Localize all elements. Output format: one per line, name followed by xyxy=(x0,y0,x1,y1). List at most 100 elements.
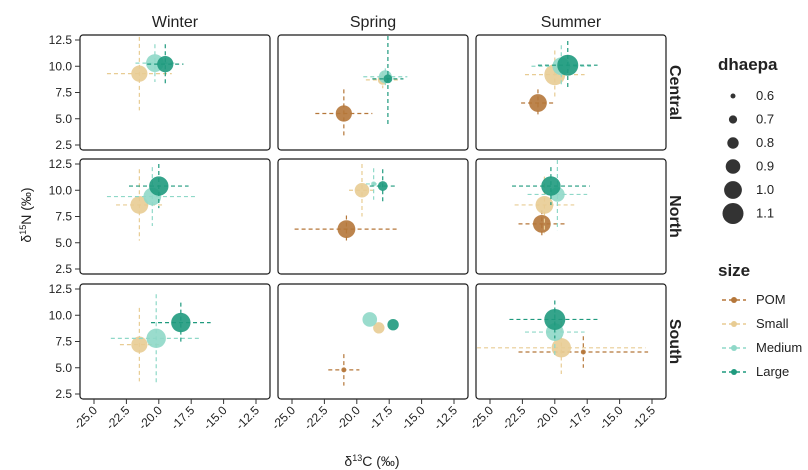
panel-north-summer xyxy=(475,158,667,275)
x-axis-label: δ13C (‰) xyxy=(344,453,399,469)
size-legend-symbol xyxy=(727,137,739,149)
data-point-central-summer-large xyxy=(557,54,579,76)
x-tick-label: -15.0 xyxy=(596,403,625,432)
y-tick-label: 2.5 xyxy=(55,262,72,276)
x-tick-label: -12.5 xyxy=(431,403,460,432)
x-tick-label: -17.5 xyxy=(168,403,197,432)
y-tick-label: 7.5 xyxy=(55,210,72,224)
y-tick-label: 12.5 xyxy=(49,282,73,296)
y-tick-label: 12.5 xyxy=(49,33,73,47)
y-tick-label: 10.0 xyxy=(49,183,73,197)
panel-north-spring xyxy=(277,158,469,275)
panel-south-spring xyxy=(277,283,469,400)
data-point-north-winter-small xyxy=(130,196,149,214)
panel-central-winter xyxy=(79,34,271,151)
data-point-north-spring-pom xyxy=(337,220,356,239)
data-point-north-spring-medium xyxy=(371,181,377,187)
data-point-north-summer-pom xyxy=(532,214,551,233)
data-point-south-summer-pom xyxy=(580,349,586,355)
x-tick-label: -20.0 xyxy=(136,403,165,432)
legend-area: dhaepa 0.6 0.7 0.8 0.9 1.0 1.1 size POM Small Medi… xyxy=(718,55,802,379)
group-legend-label-medium: Medium xyxy=(756,340,802,355)
group-legend-dot-large xyxy=(731,369,737,375)
size-legend-symbol xyxy=(722,203,744,224)
panel-south-summer xyxy=(475,283,667,400)
data-point-south-summer-small xyxy=(551,338,571,358)
x-tick-label: -25.0 xyxy=(71,403,100,432)
data-point-south-winter-large xyxy=(171,312,191,333)
panel-grid: Winter Spring Summer Central North South xyxy=(79,14,683,400)
data-point-south-summer-large xyxy=(544,308,566,330)
facet-row-title-south: South xyxy=(666,319,683,364)
y-tick-label: 7.5 xyxy=(55,335,72,349)
y-tick-label: 5.0 xyxy=(55,361,72,375)
panel-south-winter xyxy=(79,283,271,400)
data-point-central-winter-small xyxy=(131,65,148,82)
data-point-central-spring-large xyxy=(383,74,393,84)
y-tick-label: 5.0 xyxy=(55,236,72,250)
group-legend-label-pom: POM xyxy=(756,292,786,307)
data-point-north-summer-small xyxy=(535,196,554,214)
group-legend-dot-medium xyxy=(731,345,737,351)
data-point-north-winter-large xyxy=(149,176,169,196)
group-legend-dot-small xyxy=(731,321,737,327)
size-legend-symbol xyxy=(730,93,736,99)
y-tick-label: 2.5 xyxy=(55,387,72,401)
y-tick-label: 5.0 xyxy=(55,112,72,126)
x-tick-label: -17.5 xyxy=(564,403,593,432)
size-legend-symbol xyxy=(728,115,738,124)
facet-row-title-north: North xyxy=(666,195,683,238)
facet-title-winter: Winter xyxy=(152,14,199,31)
data-point-north-spring-large xyxy=(377,181,388,191)
group-legend-label-small: Small xyxy=(756,316,789,331)
panel-central-summer xyxy=(475,34,667,151)
data-point-north-spring-small xyxy=(354,182,370,198)
x-tick-label: -22.5 xyxy=(499,403,528,432)
y-tick-label: 12.5 xyxy=(49,157,73,171)
size-legend-label: 0.8 xyxy=(756,135,774,150)
facet-title-summer: Summer xyxy=(541,14,602,31)
data-point-north-summer-large xyxy=(541,176,561,196)
size-legend-label: 0.7 xyxy=(756,112,774,127)
data-point-south-spring-large xyxy=(387,319,399,331)
data-point-south-spring-small xyxy=(373,322,385,334)
x-tick-label: -15.0 xyxy=(398,403,427,432)
data-point-central-winter-large xyxy=(157,56,174,73)
x-tick-label: -12.5 xyxy=(233,403,262,432)
group-legend-title: size xyxy=(718,261,750,280)
size-legend-title: dhaepa xyxy=(718,55,778,74)
data-point-south-winter-medium xyxy=(146,328,166,349)
x-tick-label: -17.5 xyxy=(366,403,395,432)
panel-central-spring xyxy=(277,34,469,151)
y-axis-label: δ15N (‰) xyxy=(18,187,34,242)
x-tick-label: -12.5 xyxy=(629,403,658,432)
x-tick-label: -22.5 xyxy=(103,403,132,432)
data-point-central-spring-pom xyxy=(335,105,352,122)
data-point-south-spring-medium xyxy=(362,312,378,327)
x-tick-label: -20.0 xyxy=(532,403,561,432)
group-legend-dot-pom xyxy=(731,297,737,303)
data-point-south-spring-pom xyxy=(341,367,347,373)
y-tick-label: 7.5 xyxy=(55,86,72,100)
facet-title-spring: Spring xyxy=(350,14,396,31)
x-tick-label: -25.0 xyxy=(269,403,298,432)
data-point-central-summer-pom xyxy=(529,94,547,112)
y-tick-label: 10.0 xyxy=(49,59,73,73)
facet-row-title-central: Central xyxy=(666,65,683,120)
y-tick-label: 2.5 xyxy=(55,138,72,152)
data-point-south-winter-small xyxy=(131,336,148,353)
size-legend-label: 0.6 xyxy=(756,88,774,103)
x-tick-label: -20.0 xyxy=(334,403,363,432)
panel-north-winter xyxy=(79,158,271,275)
x-tick-label: -15.0 xyxy=(200,403,229,432)
size-legend-label: 0.9 xyxy=(756,159,774,174)
size-legend-symbol xyxy=(725,159,741,174)
x-tick-label: -25.0 xyxy=(467,403,496,432)
group-legend-label-large: Large xyxy=(756,364,789,379)
size-legend-label: 1.0 xyxy=(756,182,774,197)
y-tick-label: 10.0 xyxy=(49,308,73,322)
size-legend-label: 1.1 xyxy=(756,206,774,221)
x-tick-label: -22.5 xyxy=(301,403,330,432)
size-legend-symbol xyxy=(724,181,742,199)
